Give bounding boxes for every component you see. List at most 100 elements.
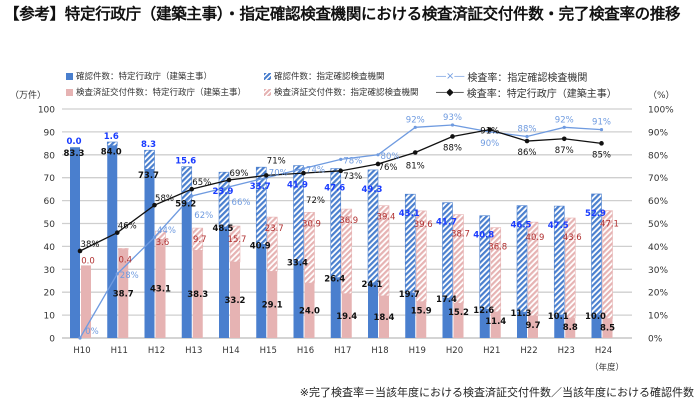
data-label-kakunin-tokutei: 11.3 — [511, 309, 532, 319]
data-label-kakunin-shitei: 1.6 — [104, 132, 119, 142]
bar-kakunin-tokutei — [293, 261, 304, 338]
legend-swatch — [66, 88, 73, 96]
data-label-rate-shitei: 91% — [592, 118, 611, 128]
data-label-kakunin-shitei: 41.7 — [436, 218, 457, 228]
data-label-kensa-tokutei: 33.2 — [225, 296, 246, 306]
data-label-kakunin-tokutei: 48.5 — [213, 224, 234, 234]
bar-kakunin-tokutei — [256, 244, 267, 338]
rate-marker-shitei — [190, 194, 194, 198]
rate-marker-tokutei — [524, 138, 530, 144]
x-tick-label: H16 — [297, 346, 314, 356]
x-tick-label: H15 — [260, 346, 277, 356]
bar-kensa-shitei — [266, 216, 278, 272]
data-label-kakunin-shitei: 23.9 — [213, 187, 234, 197]
y-right-tick-label: 90% — [648, 128, 668, 138]
data-label-kensa-shitei: 43.6 — [563, 233, 582, 243]
y-tick-label: 70 — [44, 174, 56, 184]
data-label-kensa-shitei: 36.9 — [339, 216, 358, 226]
rate-marker-tokutei — [114, 230, 120, 235]
data-label-kensa-shitei: 38.7 — [451, 230, 470, 240]
data-label-kakunin-tokutei: 24.1 — [362, 280, 383, 290]
bar-kensa-shitei — [415, 210, 427, 302]
x-axis-label: （年度） — [590, 362, 624, 373]
x-tick-label: H18 — [371, 346, 388, 356]
legend-item-kensa-tokutei: 検査済証交付件数：特定行政庁（建築主事） — [66, 86, 246, 98]
data-label-kensa-shitei: 23.7 — [265, 224, 284, 234]
bar-kakunin-tokutei — [591, 315, 602, 338]
rate-marker-tokutei — [301, 170, 306, 176]
y-right-tick-label: 30% — [648, 266, 668, 276]
data-label-rate-shitei: 74% — [306, 166, 325, 176]
y-tick-label: 100 — [38, 106, 55, 116]
rate-marker-tokutei — [375, 161, 381, 167]
legend-swatch — [66, 72, 73, 80]
data-label-rate-tokutei: 58% — [155, 194, 174, 204]
bar-kakunin-shitei — [516, 205, 528, 313]
data-label-kakunin-shitei: 40.8 — [473, 231, 494, 241]
bar-kensa-shitei — [229, 225, 241, 263]
data-label-kensa-shitei: 39.4 — [377, 213, 396, 223]
bar-kakunin-shitei — [293, 165, 304, 262]
x-tick-label: H20 — [446, 346, 463, 356]
data-label-kakunin-tokutei: 73.7 — [138, 171, 159, 181]
data-label-rate-tokutei: 73% — [343, 172, 362, 182]
x-tick-label: H23 — [558, 346, 575, 356]
data-label-rate-tokutei: 46% — [118, 222, 137, 232]
bar-kensa-tokutei — [192, 250, 203, 338]
bar-kakunin-tokutei — [330, 277, 341, 338]
data-label-kakunin-shitei: 49.3 — [362, 185, 383, 195]
rate-marker-shitei — [413, 125, 417, 129]
bar-kensa-tokutei — [490, 311, 501, 338]
y-tick-label: 10 — [44, 312, 56, 322]
data-label-rate-shitei: 62% — [194, 211, 213, 221]
rate-marker-tokutei — [77, 248, 83, 254]
y-right-tick-label: 50% — [648, 220, 668, 230]
rate-marker-tokutei — [561, 136, 567, 142]
data-label-kensa-tokutei: 15.9 — [411, 307, 432, 317]
y-tick-label: 60 — [44, 197, 56, 207]
footnote: ※完了検査率＝当該年度における検査済証交付件数／当該年度における確認件数 — [299, 386, 694, 399]
bar-kensa-shitei — [527, 221, 539, 317]
data-label-kensa-tokutei: 29.1 — [262, 301, 283, 311]
data-label-rate-tokutei: 65% — [192, 178, 211, 188]
data-label-kakunin-shitei: 33.7 — [250, 182, 271, 192]
data-label-kakunin-tokutei: 59.2 — [175, 199, 196, 209]
data-label-kensa-tokutei: 38.3 — [187, 290, 208, 300]
y-right-tick-label: 70% — [648, 174, 668, 184]
y-right-tick-label: 60% — [648, 197, 668, 207]
bar-kakunin-tokutei — [107, 145, 118, 338]
bar-kakunin-tokutei — [517, 312, 527, 338]
data-label-kensa-tokutei: 8.8 — [563, 323, 578, 333]
data-label-kensa-tokutei: 18.4 — [374, 313, 395, 323]
rate-marker-shitei — [562, 125, 566, 129]
bar-kensa-tokutei — [118, 249, 129, 338]
data-label-kakunin-shitei: 43.1 — [399, 209, 420, 219]
bar-kensa-tokutei — [267, 271, 278, 338]
legend-label: 検査率：指定確認検査機関 — [467, 73, 588, 84]
data-label-kakunin-shitei: 0.0 — [66, 137, 81, 147]
data-label-kensa-shitei: 36.8 — [488, 243, 507, 253]
bar-kensa-shitei — [117, 248, 129, 250]
y-tick-label: 20 — [44, 289, 56, 299]
y-tick-label: 80 — [44, 151, 56, 161]
bar-kakunin-tokutei — [144, 169, 155, 338]
bar-kakunin-shitei — [553, 205, 565, 316]
data-label-rate-tokutei: 88% — [443, 143, 462, 153]
rate-marker-shitei — [450, 123, 455, 127]
x-tick-label: H22 — [520, 346, 537, 356]
bar-kensa-tokutei — [230, 261, 240, 338]
bar-kensa-shitei — [490, 227, 502, 313]
bar-kakunin-tokutei — [70, 147, 80, 338]
data-label-kakunin-tokutei: 84.0 — [101, 148, 122, 158]
data-label-kensa-shitei: 3.6 — [156, 238, 170, 248]
rate-marker-tokutei — [338, 168, 344, 174]
data-label-kensa-shitei: 0.0 — [81, 256, 95, 266]
bar-kensa-shitei — [341, 208, 353, 294]
rate-marker-tokutei — [226, 177, 232, 183]
bar-kakunin-shitei — [144, 149, 155, 170]
data-label-kensa-tokutei: 9.7 — [525, 321, 540, 331]
data-label-rate-shitei: 90% — [480, 139, 499, 149]
data-label-rate-tokutei: 76% — [379, 163, 398, 173]
